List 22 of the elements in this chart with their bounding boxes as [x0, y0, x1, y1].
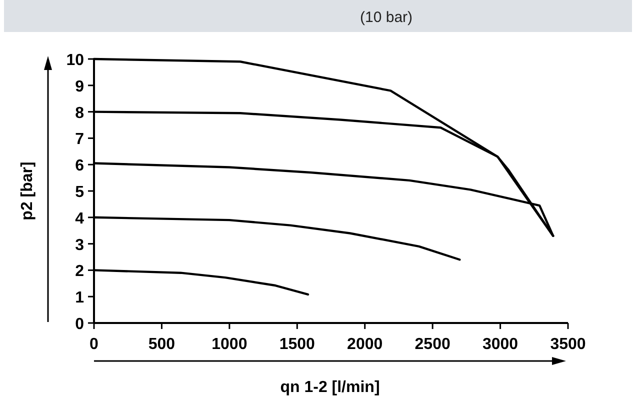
y-tick-label: 0 [75, 316, 84, 333]
x-tick-label: 500 [148, 336, 176, 353]
x-tick-label: 2500 [414, 336, 450, 353]
x-tick-label: 3000 [482, 336, 518, 353]
y-tick-label: 3 [75, 236, 84, 254]
y-tick-label: 2 [75, 263, 84, 280]
x-tick-label: 0 [90, 336, 99, 353]
x-tick-label: 2000 [347, 336, 383, 353]
x-tick-label: 1000 [212, 336, 248, 353]
y-tick-label: 7 [75, 131, 84, 148]
y-tick-label: 5 [75, 184, 84, 201]
x-tick-label: 3500 [550, 336, 586, 353]
y-axis-title: p2 [bar] [19, 162, 36, 220]
y-tick-label: 9 [75, 78, 84, 96]
y-tick-label: 1 [75, 290, 84, 307]
y-tick-label: 8 [75, 104, 84, 122]
x-axis-title: qn 1-2 [l/min] [280, 379, 380, 396]
y-tick-label: 4 [75, 210, 84, 228]
x-tick-label: 1500 [279, 336, 316, 353]
y-tick-label: 6 [75, 158, 84, 175]
chart-title: (10 bar) [360, 9, 413, 26]
y-tick-label: 10 [66, 52, 84, 69]
